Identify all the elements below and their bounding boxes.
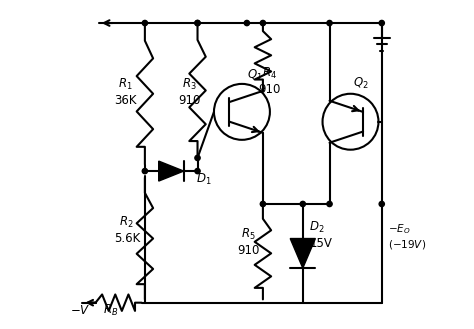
Circle shape [195,155,200,161]
Circle shape [195,168,200,174]
Circle shape [300,201,305,207]
Polygon shape [290,239,315,268]
Circle shape [142,168,147,174]
Text: $D_2$
15V: $D_2$ 15V [310,220,332,250]
Text: $Q_2$: $Q_2$ [353,76,368,91]
Text: $D_1$: $D_1$ [196,172,211,187]
Circle shape [379,201,384,207]
Circle shape [260,201,265,207]
Text: $R_4$
910: $R_4$ 910 [259,65,281,96]
Circle shape [379,20,384,26]
Text: $R_1$
36K: $R_1$ 36K [114,77,137,107]
Text: $-E_O$
$(-19V)$: $-E_O$ $(-19V)$ [388,222,427,251]
Circle shape [195,20,200,26]
Text: $R_3$
910: $R_3$ 910 [178,77,201,107]
Text: $Q_1$: $Q_1$ [247,68,263,83]
Circle shape [327,201,332,207]
Text: $R_B$: $R_B$ [103,303,118,318]
Text: $R_2$
5.6K: $R_2$ 5.6K [114,215,140,245]
Circle shape [142,20,147,26]
Text: $-V$: $-V$ [71,304,91,317]
Circle shape [327,20,332,26]
Circle shape [195,20,200,26]
Circle shape [244,20,249,26]
Circle shape [260,20,265,26]
Text: $R_5$
910: $R_5$ 910 [237,227,260,257]
Polygon shape [159,161,184,181]
